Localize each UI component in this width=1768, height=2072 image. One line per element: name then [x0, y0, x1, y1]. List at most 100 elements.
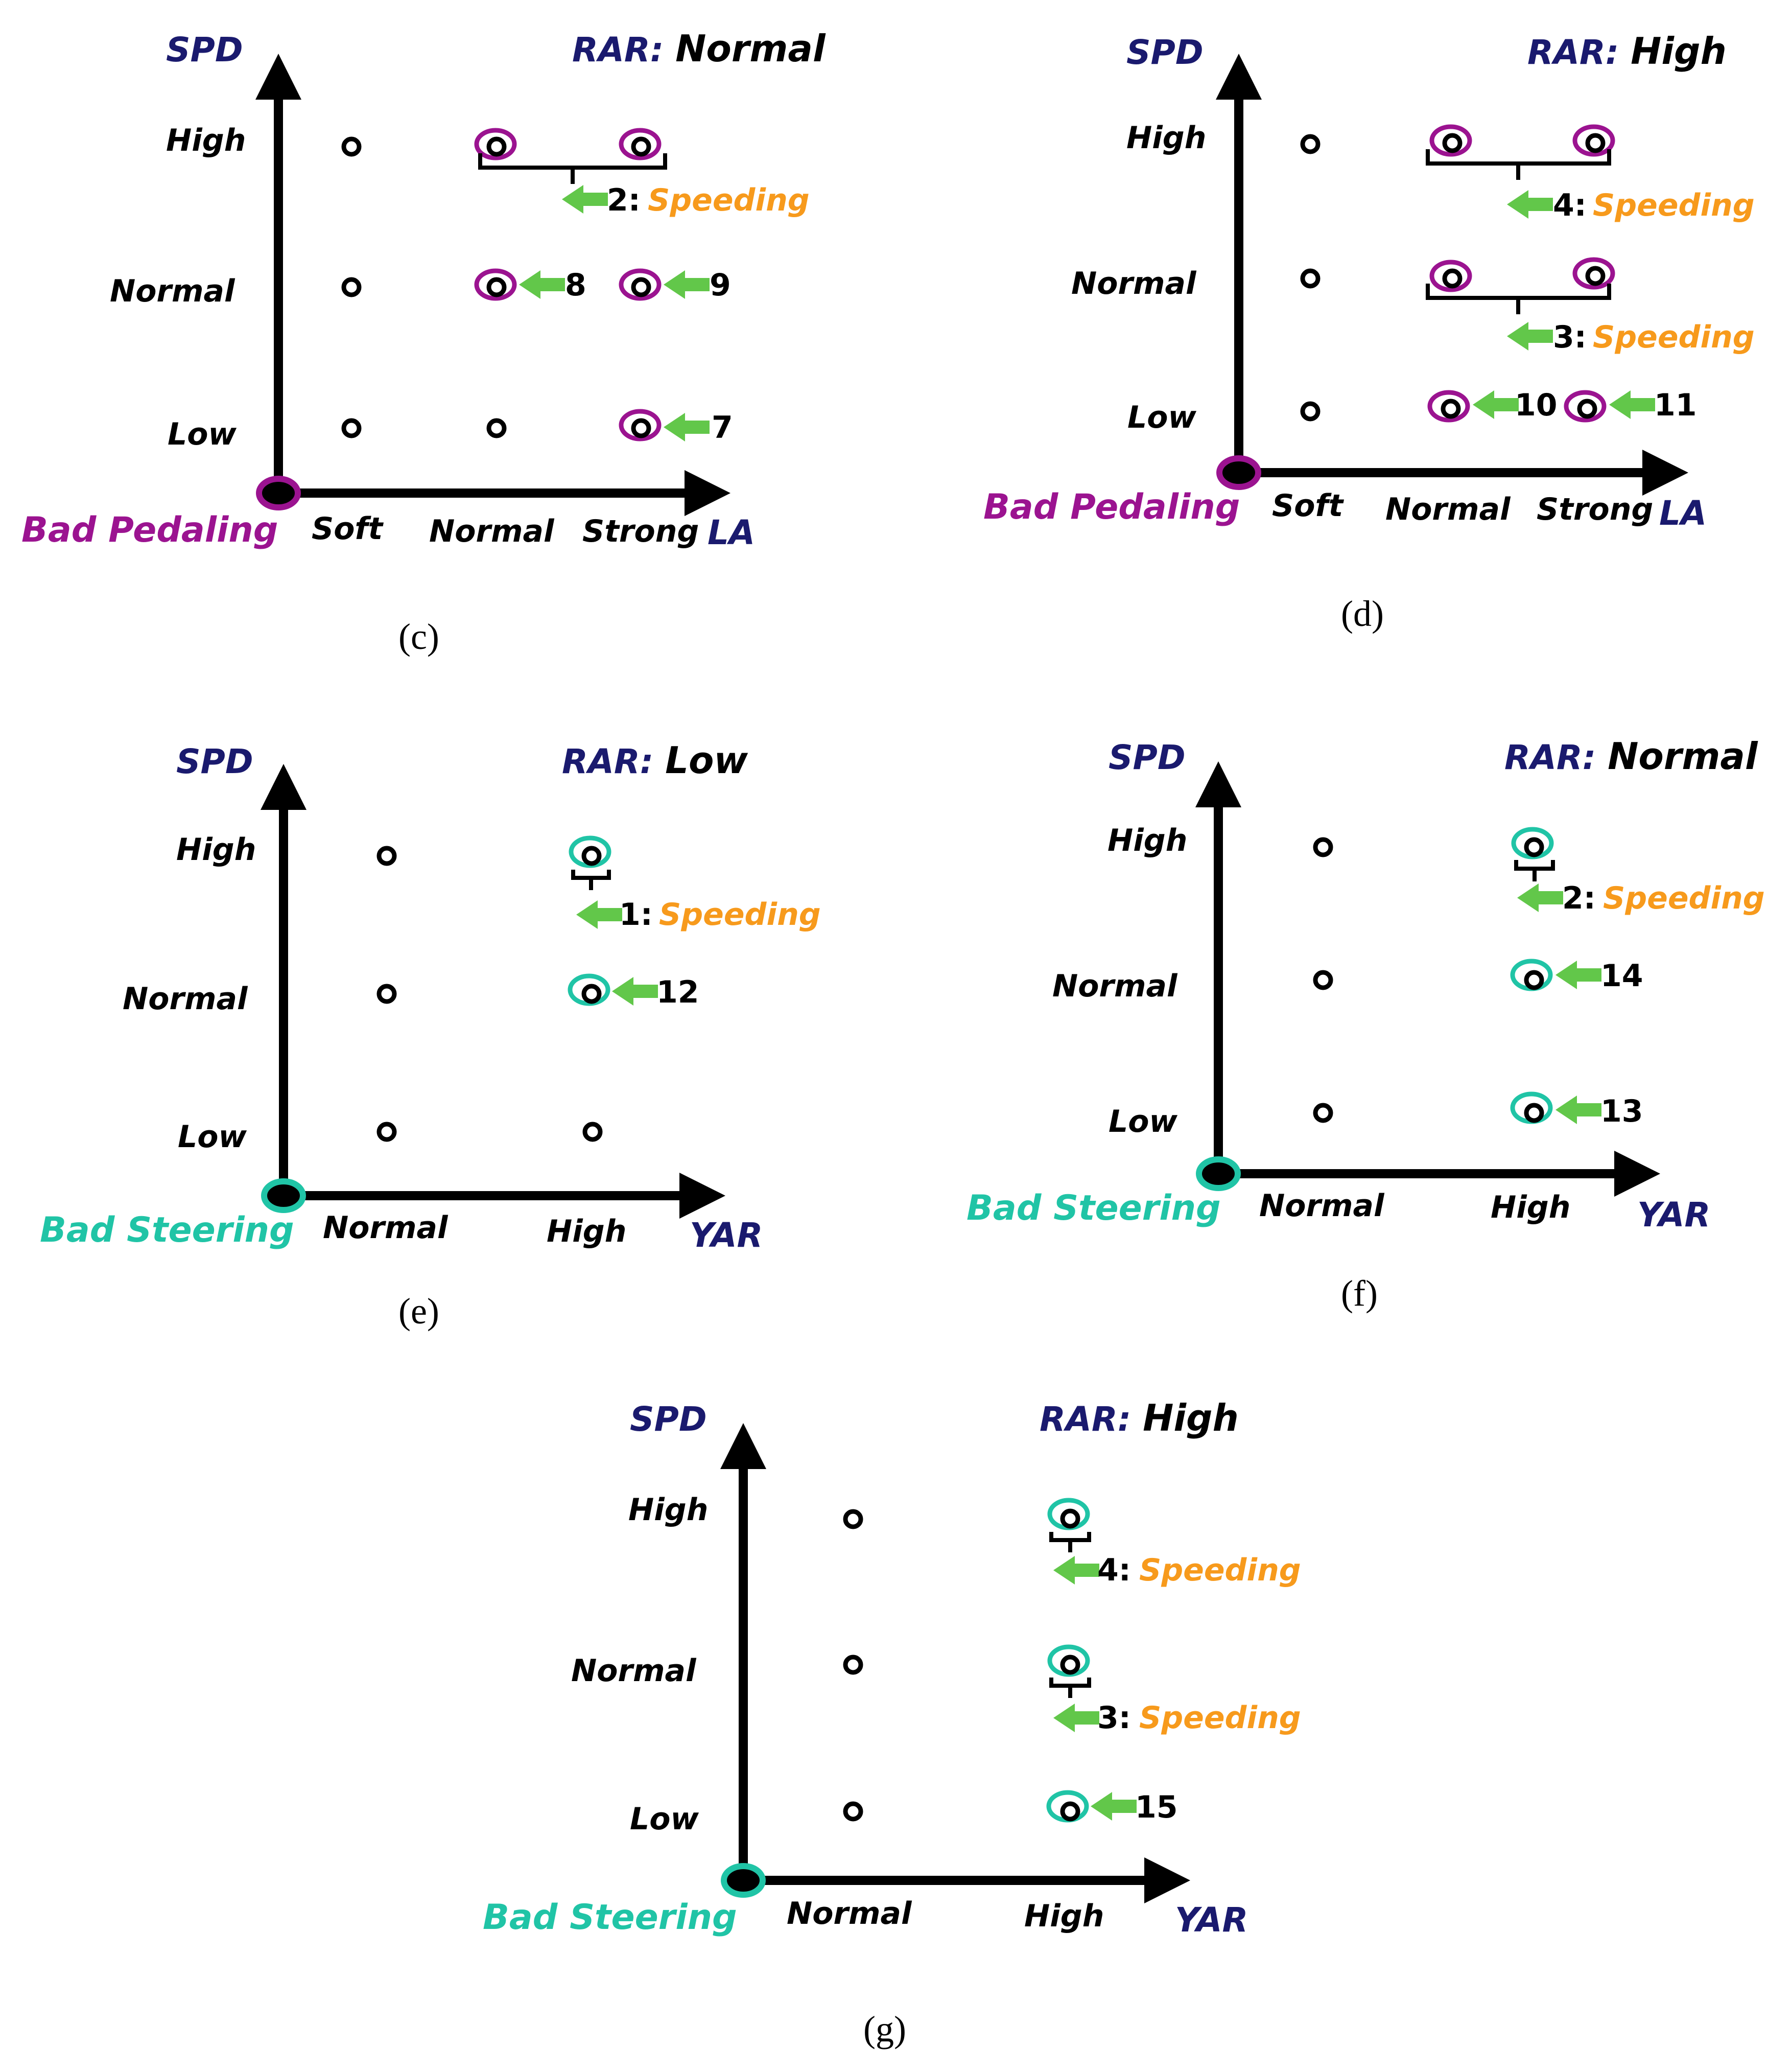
flag-label: 8 — [565, 267, 586, 303]
group-number: 3: — [1097, 1700, 1131, 1736]
y-axis-label: SPD — [630, 1400, 707, 1439]
arrow-icon — [1053, 1704, 1099, 1732]
group-number: 4: — [1097, 1552, 1131, 1588]
x-axis-label: YAR — [690, 1216, 763, 1255]
node — [486, 136, 507, 157]
origin-label: Bad Pedaling — [983, 487, 1240, 527]
speeding-label: Speeding — [659, 897, 821, 933]
origin-label: Bad Pedaling — [21, 510, 278, 550]
origin-node — [261, 1178, 306, 1213]
y-axis-label: SPD — [1109, 738, 1186, 777]
panel-e: SPD RAR: Low High Normal Low Normal High… — [40, 739, 821, 1332]
node — [1313, 1103, 1333, 1123]
x-tick-high: High — [1491, 1190, 1570, 1225]
highlight-ring — [1427, 390, 1470, 423]
x-tick-normal: Normal — [1259, 1188, 1385, 1224]
node — [581, 846, 602, 866]
panel-caption: (e) — [398, 1291, 439, 1332]
node — [1313, 837, 1333, 857]
node — [1300, 134, 1321, 154]
y-tick-normal: Normal — [110, 273, 235, 309]
x-tick-high: High — [547, 1214, 626, 1249]
y-tick-low: Low — [1109, 1104, 1177, 1139]
node — [341, 277, 362, 297]
highlight-ring — [474, 268, 517, 301]
flag-label: 10 — [1515, 387, 1558, 423]
node — [1585, 133, 1606, 153]
rar-label: RAR: High — [1040, 1396, 1239, 1439]
group-brace — [1049, 1532, 1091, 1552]
node — [486, 418, 507, 438]
x-axis-label: YAR — [1175, 1900, 1248, 1940]
origin-node — [721, 1863, 766, 1898]
node — [376, 1122, 397, 1142]
highlight-ring — [1047, 1498, 1090, 1530]
x-axis-label: YAR — [1637, 1195, 1710, 1235]
panel-caption: (d) — [1341, 593, 1384, 634]
x-tick-soft: Soft — [312, 511, 384, 547]
arrow-icon — [519, 270, 565, 299]
flag-label: 12 — [656, 974, 699, 1010]
y-tick-normal: Normal — [571, 1653, 697, 1689]
origin-node — [1196, 1156, 1241, 1191]
x-tick-high: High — [1024, 1898, 1104, 1934]
group-brace — [1514, 860, 1555, 881]
y-tick-low: Low — [168, 416, 237, 452]
origin-label: Bad Steering — [966, 1188, 1221, 1228]
flag-label: 7 — [712, 410, 733, 446]
node — [631, 418, 651, 438]
flag-label: 11 — [1654, 387, 1697, 423]
node — [1577, 399, 1597, 419]
node — [1524, 1103, 1544, 1123]
arrow-icon — [1517, 883, 1563, 912]
flag-label: 14 — [1600, 958, 1643, 994]
y-tick-high: High — [628, 1492, 708, 1528]
origin-label: Bad Steering — [40, 1210, 294, 1250]
node — [581, 984, 602, 1004]
arrow-icon — [1555, 1096, 1601, 1124]
highlight-ring — [1429, 124, 1472, 157]
arrow-icon — [1507, 322, 1553, 351]
speeding-label: Speeding — [1593, 319, 1755, 355]
x-tick-normal: Normal — [323, 1210, 449, 1246]
node — [1524, 970, 1544, 990]
highlight-ring — [1564, 390, 1607, 423]
arrow-icon — [576, 900, 622, 929]
x-tick-normal: Normal — [429, 514, 555, 549]
origin-node — [1216, 455, 1261, 490]
speeding-label: Speeding — [1593, 188, 1755, 223]
node — [1524, 837, 1544, 857]
speeding-label: Speeding — [1139, 1700, 1301, 1736]
node — [582, 1122, 603, 1142]
panel-d: SPD RAR: High High Normal Low Soft Norma… — [983, 30, 1755, 634]
x-tick-normal: Normal — [1385, 492, 1511, 527]
highlight-ring — [1429, 260, 1472, 292]
highlight-ring — [1572, 257, 1615, 290]
node — [376, 846, 397, 866]
highlight-ring — [619, 128, 662, 160]
panel-f: SPD RAR: Normal High Normal Low Normal H… — [966, 735, 1765, 1314]
node — [1442, 268, 1463, 289]
node — [1300, 401, 1321, 422]
y-tick-normal: Normal — [1071, 266, 1197, 301]
node — [1060, 1655, 1080, 1675]
speeding-label: Speeding — [1603, 880, 1765, 916]
y-tick-normal: Normal — [123, 981, 248, 1017]
arrow-icon — [664, 270, 710, 299]
panel-g: SPD RAR: High High Normal Low Normal Hig… — [483, 1396, 1301, 2050]
rar-label: RAR: Low — [562, 739, 748, 782]
node — [341, 136, 362, 157]
x-tick-normal: Normal — [787, 1896, 912, 1931]
arrow-icon — [612, 977, 658, 1006]
speeding-label: Speeding — [1139, 1552, 1301, 1588]
highlight-ring — [619, 268, 662, 301]
x-axis-label: LA — [1659, 494, 1707, 533]
y-axis-label: SPD — [166, 30, 243, 69]
node — [341, 418, 362, 438]
highlight-ring — [568, 973, 610, 1006]
highlight-ring — [1572, 124, 1615, 157]
highlight-ring — [474, 128, 517, 160]
node — [1060, 1801, 1080, 1822]
